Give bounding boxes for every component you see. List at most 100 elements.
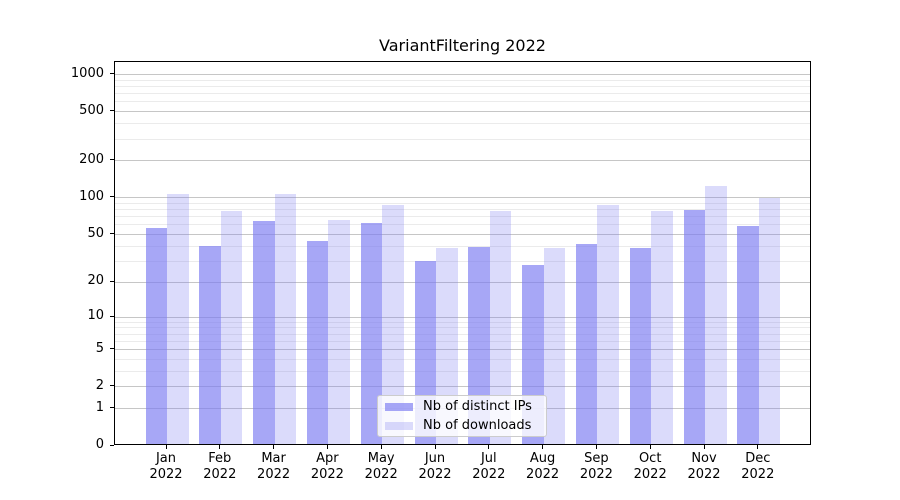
x-tick-label-jan-2022: Jan 2022 [124,451,208,483]
gridline-major-20 [115,281,810,283]
y-tick-label-0: 0 [95,437,104,452]
x-tick-label-line: 2022 [633,467,667,482]
y-tick-mark-1000 [110,73,114,75]
y-tick-mark-20 [110,280,114,282]
x-tick-label-line: 2022 [364,467,398,482]
gridline-minor-900 [115,79,810,81]
gridline-minor-300 [115,138,810,140]
x-tick-label-line: 2022 [579,467,613,482]
gridline-minor-800 [115,86,810,88]
legend-swatch-downloads [385,421,413,430]
x-tick-label-line: Sep [584,451,609,466]
gridline-major-200 [115,160,810,162]
gridline-minor-700 [115,93,810,95]
bar-distinct-ips-mar-2022 [253,221,275,444]
x-tick-mark-jan-2022 [165,445,167,449]
y-tick-label-200: 200 [79,151,104,167]
x-tick-label-line: Dec [745,451,771,466]
x-tick-label-oct-2022: Oct 2022 [608,451,692,483]
x-tick-label-nov-2022: Nov 2022 [662,451,746,483]
x-tick-label-line: Oct [638,451,662,466]
legend-item-downloads: Nb of downloads [385,418,539,433]
legend-label-distinct-ips: Nb of distinct IPs [423,399,532,414]
gridline-minor-7 [115,333,810,335]
x-tick-label-line: Jun [424,451,446,466]
gridline-minor-40 [115,245,810,247]
bar-downloads-jan-2022 [167,194,189,444]
x-tick-label-line: Feb [208,451,232,466]
y-tick-mark-5 [110,348,114,350]
x-tick-mark-sep-2022 [595,445,597,449]
x-tick-label-line: 2022 [257,467,291,482]
bar-downloads-jul-2022 [489,211,512,444]
y-tick-mark-10 [110,315,114,317]
x-tick-label-line: Jan [155,451,177,466]
x-tick-label-aug-2022: Aug 2022 [501,451,585,483]
x-tick-label-mar-2022: Mar 2022 [232,451,316,483]
gridline-minor-90 [115,202,810,204]
x-tick-mark-oct-2022 [649,445,651,449]
y-tick-mark-0 [110,444,114,446]
x-tick-label-line: Nov [691,451,717,466]
bar-distinct-ips-jan-2022 [145,227,167,444]
bar-distinct-ips-dec-2022 [737,225,759,444]
y-tick-label-2: 2 [95,377,104,393]
bar-distinct-ips-feb-2022 [199,245,221,444]
x-tick-label-dec-2022: Dec 2022 [716,451,800,483]
bar-downloads-feb-2022 [220,211,243,444]
bar-distinct-ips-nov-2022 [683,210,705,444]
bar-downloads-may-2022 [382,204,404,444]
x-tick-label-line: 2022 [149,467,183,482]
x-tick-mark-jul-2022 [488,445,490,449]
gridline-minor-80 [115,209,810,211]
gridline-major-50 [115,234,810,236]
x-tick-label-may-2022: May 2022 [339,451,423,483]
x-tick-label-line: Mar [261,451,286,466]
gridline-major-10 [115,316,810,318]
x-tick-label-line: 2022 [203,467,237,482]
x-tick-label-line: 2022 [418,467,452,482]
gridline-minor-600 [115,101,810,103]
x-tick-mark-apr-2022 [326,445,328,449]
gridline-major-5 [115,349,810,351]
gridline-minor-30 [115,260,810,262]
gridline-minor-9 [115,321,810,323]
bar-downloads-apr-2022 [328,219,350,444]
gridline-minor-60 [115,224,810,226]
gridline-minor-3 [115,370,810,372]
x-tick-mark-mar-2022 [273,445,275,449]
x-tick-label-feb-2022: Feb 2022 [178,451,262,483]
x-tick-label-sep-2022: Sep 2022 [554,451,638,483]
bar-downloads-dec-2022 [758,198,781,444]
y-tick-mark-100 [110,196,114,198]
x-tick-mark-jun-2022 [434,445,436,449]
plot-area [114,61,811,445]
gridline-minor-6 [115,340,810,342]
y-tick-label-1: 1 [95,399,104,415]
legend-label-downloads: Nb of downloads [423,418,532,433]
y-tick-label-100: 100 [79,188,104,204]
y-tick-label-500: 500 [79,102,104,118]
y-tick-mark-50 [110,233,114,235]
x-tick-label-line: 2022 [472,467,506,482]
chart-title: VariantFiltering 2022 [379,36,546,55]
legend-item-distinct-ips: Nb of distinct IPs [385,399,539,414]
y-tick-mark-200 [110,159,114,161]
gridline-major-500 [115,111,810,113]
gridline-major-100 [115,197,810,199]
bar-downloads-mar-2022 [274,193,297,444]
y-tick-label-20: 20 [87,273,104,289]
x-tick-mark-feb-2022 [219,445,221,449]
gridline-minor-8 [115,327,810,329]
x-tick-label-line: 2022 [687,467,721,482]
bar-distinct-ips-oct-2022 [629,248,652,444]
gridline-major-2 [115,386,810,388]
y-tick-label-1000: 1000 [70,65,104,81]
x-tick-label-line: Apr [316,451,339,466]
x-tick-label-line: Aug [529,451,556,466]
y-tick-label-5: 5 [95,340,104,356]
y-tick-mark-2 [110,385,114,387]
y-tick-label-50: 50 [87,225,104,241]
bar-downloads-oct-2022 [651,211,673,444]
